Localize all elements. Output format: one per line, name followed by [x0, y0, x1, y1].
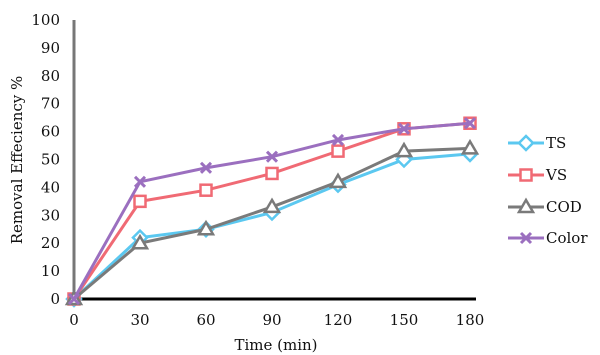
- x-tick-label: 0: [69, 311, 79, 329]
- vs-point: [331, 144, 345, 158]
- x-tick-label: 150: [390, 311, 419, 329]
- y-tick-label: 30: [41, 206, 60, 224]
- legend-cod-point: [516, 197, 536, 214]
- y-tick-label: 80: [41, 67, 60, 85]
- y-axis-title-group: Removal Effeciency %: [8, 76, 26, 245]
- plot-area: [64, 116, 480, 308]
- cod-point: [394, 141, 414, 158]
- color-point: [67, 292, 81, 306]
- tick-labels: 0 10 20 30 40 50 60 70 80 90 100 0 30 60 90 120 150 180: [31, 11, 484, 329]
- y-tick-label: 10: [41, 262, 60, 280]
- x-tick-label: 120: [324, 311, 353, 329]
- x-tick-label: 180: [456, 311, 485, 329]
- color-point: [463, 117, 477, 130]
- vs-point: [133, 194, 147, 209]
- x-axis-title: Time (min): [234, 336, 317, 354]
- y-tick-label: 60: [41, 123, 60, 141]
- legend-item-ts: TS: [508, 134, 566, 152]
- legend-label: TS: [546, 134, 566, 152]
- legend-item-vs: VS: [508, 166, 567, 184]
- vs-point: [265, 166, 279, 181]
- y-axis-title: Removal Effeciency %: [8, 76, 26, 245]
- y-tick-label: 100: [31, 11, 60, 29]
- cod-series: [64, 138, 480, 306]
- color-point: [133, 175, 147, 188]
- color-point: [331, 133, 345, 147]
- legend-label: COD: [546, 198, 582, 216]
- x-tick-label: 30: [130, 311, 149, 329]
- y-tick-label: 0: [50, 290, 60, 308]
- x-tick-label: 90: [262, 311, 281, 329]
- y-tick-label: 90: [41, 39, 60, 57]
- y-tick-label: 50: [41, 151, 60, 169]
- color-point: [199, 161, 213, 174]
- color-point: [397, 122, 411, 135]
- legend-item-color: Color: [508, 229, 588, 247]
- legend-item-cod: COD: [508, 197, 582, 216]
- legend-color-point: [519, 231, 533, 245]
- vs-point: [199, 183, 213, 197]
- cod-point: [196, 219, 216, 236]
- legend-vs-point: [519, 168, 533, 182]
- y-tick-label: 20: [41, 234, 60, 252]
- cod-point: [328, 172, 348, 189]
- axes: [72, 20, 476, 301]
- color-series: [67, 117, 477, 306]
- legend: TS VS COD Color: [508, 134, 588, 247]
- cod-point: [130, 233, 150, 250]
- color-point: [265, 150, 279, 163]
- legend-label: Color: [546, 229, 588, 247]
- legend-label: VS: [545, 166, 567, 184]
- x-tick-label: 60: [196, 311, 215, 329]
- legend-ts-point: [517, 134, 535, 152]
- cod-point: [262, 197, 282, 214]
- y-tick-label: 70: [41, 95, 60, 113]
- y-tick-label: 40: [41, 178, 60, 196]
- cod-point: [460, 138, 480, 155]
